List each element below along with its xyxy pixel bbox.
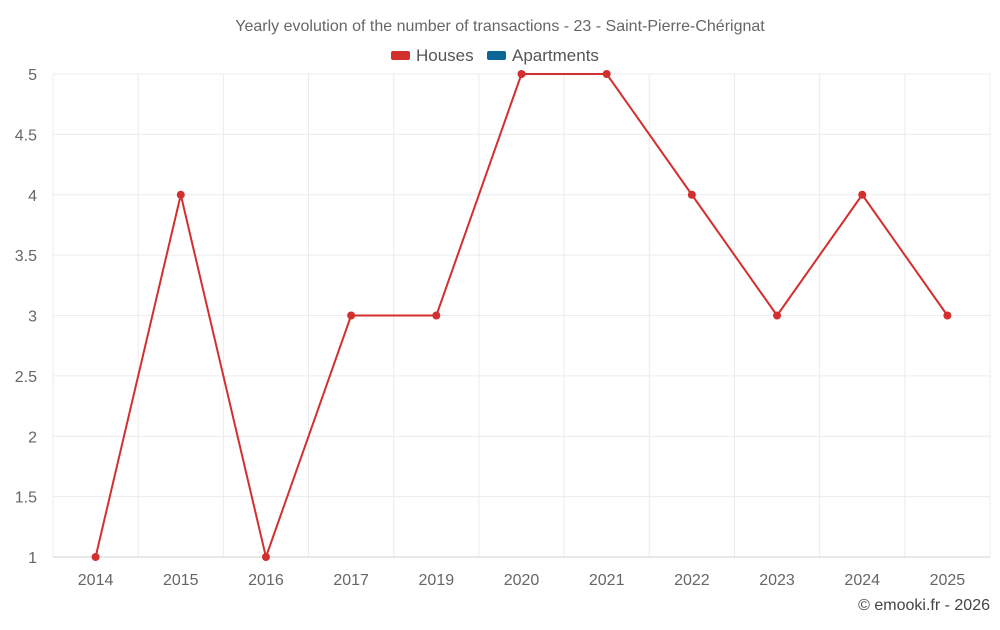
legend-label-apartments: Apartments xyxy=(512,46,599,65)
data-point[interactable] xyxy=(943,311,952,320)
y-tick-label: 1.5 xyxy=(15,490,37,507)
data-point[interactable] xyxy=(773,311,782,320)
data-point[interactable] xyxy=(432,311,441,320)
data-point[interactable] xyxy=(176,190,185,199)
x-tick-label: 2015 xyxy=(163,572,199,589)
legend-swatch-apartments xyxy=(487,51,506,60)
x-tick-label: 2023 xyxy=(759,572,795,589)
legend-item-apartments[interactable]: Apartments xyxy=(487,46,599,65)
x-tick-label: 2017 xyxy=(333,572,369,589)
legend: Houses Apartments xyxy=(391,46,599,65)
x-tick-label: 2022 xyxy=(674,572,710,589)
y-tick-label: 1 xyxy=(28,550,37,567)
series-houses xyxy=(91,70,952,561)
x-tick-label: 2024 xyxy=(844,572,880,589)
y-tick-label: 5 xyxy=(28,67,37,84)
y-tick-label: 4.5 xyxy=(15,127,37,144)
x-tick-label: 2025 xyxy=(930,572,966,589)
y-tick-label: 2 xyxy=(28,429,37,446)
y-tick-label: 2.5 xyxy=(15,369,37,386)
legend-item-houses[interactable]: Houses xyxy=(391,46,474,65)
data-point[interactable] xyxy=(517,70,526,78)
x-tick-label: 2016 xyxy=(248,572,284,589)
data-point[interactable] xyxy=(858,190,867,199)
x-tick-label: 2021 xyxy=(589,572,625,589)
legend-swatch-houses xyxy=(391,51,410,60)
data-point[interactable] xyxy=(347,311,356,320)
legend-label-houses: Houses xyxy=(416,46,474,65)
data-point[interactable] xyxy=(91,553,100,561)
chart-title: Yearly evolution of the number of transa… xyxy=(235,18,765,35)
x-tick-label: 2020 xyxy=(504,572,540,589)
x-tick-label: 2019 xyxy=(419,572,455,589)
y-tick-label: 3 xyxy=(28,309,37,326)
gridlines xyxy=(52,73,991,557)
x-tick-label: 2014 xyxy=(78,572,114,589)
y-tick-label: 3.5 xyxy=(15,248,37,265)
y-tick-label: 4 xyxy=(28,188,37,205)
data-point[interactable] xyxy=(687,190,696,199)
axes: 1 1.5 2 2.5 3 3.5 4 4.5 5 2014 2015 2016 2017 2019 202… xyxy=(15,67,990,589)
data-point[interactable] xyxy=(261,553,270,561)
data-point[interactable] xyxy=(602,70,611,78)
credit-text: © emooki.fr - 2026 xyxy=(858,597,990,614)
